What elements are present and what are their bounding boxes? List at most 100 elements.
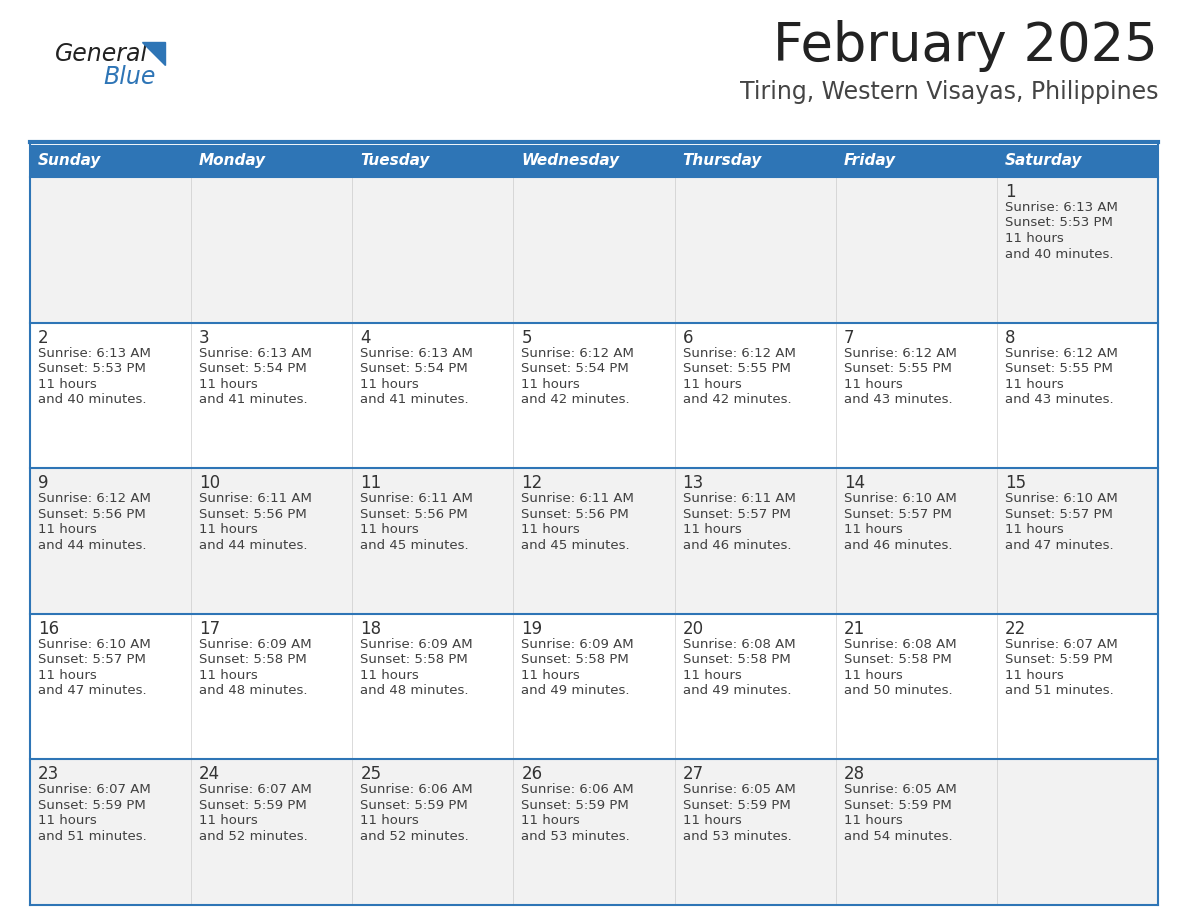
Bar bbox=[675, 322, 835, 468]
Text: 11 hours: 11 hours bbox=[38, 669, 96, 682]
Bar bbox=[835, 759, 997, 905]
Bar bbox=[513, 759, 675, 905]
Text: February 2025: February 2025 bbox=[773, 20, 1158, 72]
Text: 18: 18 bbox=[360, 620, 381, 638]
Text: Monday: Monday bbox=[200, 153, 266, 169]
Text: 9: 9 bbox=[38, 475, 49, 492]
Text: 11 hours: 11 hours bbox=[683, 377, 741, 390]
Text: Sunset: 5:59 PM: Sunset: 5:59 PM bbox=[360, 799, 468, 812]
Text: and 46 minutes.: and 46 minutes. bbox=[843, 539, 953, 552]
Text: and 51 minutes.: and 51 minutes. bbox=[38, 830, 147, 843]
Text: and 50 minutes.: and 50 minutes. bbox=[843, 684, 953, 698]
Bar bbox=[191, 322, 353, 468]
Text: and 41 minutes.: and 41 minutes. bbox=[360, 393, 469, 406]
Text: 11 hours: 11 hours bbox=[360, 814, 419, 827]
Text: Sunset: 5:59 PM: Sunset: 5:59 PM bbox=[522, 799, 630, 812]
Bar bbox=[353, 468, 513, 614]
Text: 11 hours: 11 hours bbox=[843, 523, 903, 536]
Text: 28: 28 bbox=[843, 766, 865, 783]
Text: Sunrise: 6:10 AM: Sunrise: 6:10 AM bbox=[1005, 492, 1118, 505]
Text: Saturday: Saturday bbox=[1005, 153, 1082, 169]
Text: 11 hours: 11 hours bbox=[38, 814, 96, 827]
Text: Sunrise: 6:06 AM: Sunrise: 6:06 AM bbox=[522, 783, 634, 797]
Text: 11 hours: 11 hours bbox=[38, 523, 96, 536]
Text: Sunset: 5:57 PM: Sunset: 5:57 PM bbox=[683, 508, 790, 521]
Text: 16: 16 bbox=[38, 620, 59, 638]
Bar bbox=[997, 759, 1158, 905]
Bar bbox=[513, 145, 675, 177]
Text: Sunset: 5:54 PM: Sunset: 5:54 PM bbox=[522, 362, 630, 375]
Bar bbox=[513, 322, 675, 468]
Text: and 42 minutes.: and 42 minutes. bbox=[683, 393, 791, 406]
Text: Sunset: 5:58 PM: Sunset: 5:58 PM bbox=[360, 654, 468, 666]
Text: 2: 2 bbox=[38, 329, 49, 347]
Text: 14: 14 bbox=[843, 475, 865, 492]
Bar bbox=[353, 759, 513, 905]
Text: 22: 22 bbox=[1005, 620, 1026, 638]
Text: Sunrise: 6:10 AM: Sunrise: 6:10 AM bbox=[38, 638, 151, 651]
Text: and 53 minutes.: and 53 minutes. bbox=[683, 830, 791, 843]
Bar bbox=[997, 468, 1158, 614]
Bar bbox=[997, 614, 1158, 759]
Text: 5: 5 bbox=[522, 329, 532, 347]
Bar bbox=[513, 177, 675, 322]
Text: General: General bbox=[55, 42, 148, 66]
Text: 10: 10 bbox=[200, 475, 220, 492]
Text: 11 hours: 11 hours bbox=[1005, 232, 1063, 245]
Text: Sunset: 5:57 PM: Sunset: 5:57 PM bbox=[38, 654, 146, 666]
Bar bbox=[835, 322, 997, 468]
Text: 11 hours: 11 hours bbox=[522, 377, 580, 390]
Text: 21: 21 bbox=[843, 620, 865, 638]
Text: 11 hours: 11 hours bbox=[843, 814, 903, 827]
Bar bbox=[513, 468, 675, 614]
Bar bbox=[191, 614, 353, 759]
Text: Sunrise: 6:12 AM: Sunrise: 6:12 AM bbox=[1005, 347, 1118, 360]
Text: Sunset: 5:56 PM: Sunset: 5:56 PM bbox=[522, 508, 630, 521]
Text: Sunset: 5:56 PM: Sunset: 5:56 PM bbox=[200, 508, 307, 521]
Text: Sunset: 5:59 PM: Sunset: 5:59 PM bbox=[683, 799, 790, 812]
Text: Sunrise: 6:12 AM: Sunrise: 6:12 AM bbox=[683, 347, 796, 360]
Text: Sunrise: 6:13 AM: Sunrise: 6:13 AM bbox=[1005, 201, 1118, 214]
Text: 3: 3 bbox=[200, 329, 210, 347]
Text: and 54 minutes.: and 54 minutes. bbox=[843, 830, 953, 843]
Text: 12: 12 bbox=[522, 475, 543, 492]
Text: 11 hours: 11 hours bbox=[1005, 523, 1063, 536]
Bar bbox=[30, 145, 191, 177]
Bar bbox=[191, 145, 353, 177]
Text: 11 hours: 11 hours bbox=[200, 523, 258, 536]
Bar bbox=[353, 145, 513, 177]
Bar bbox=[675, 145, 835, 177]
Bar bbox=[191, 759, 353, 905]
Text: Sunrise: 6:05 AM: Sunrise: 6:05 AM bbox=[683, 783, 795, 797]
Bar bbox=[997, 177, 1158, 322]
Text: Sunset: 5:59 PM: Sunset: 5:59 PM bbox=[38, 799, 146, 812]
Text: 15: 15 bbox=[1005, 475, 1026, 492]
Text: Sunset: 5:57 PM: Sunset: 5:57 PM bbox=[843, 508, 952, 521]
Text: Sunrise: 6:09 AM: Sunrise: 6:09 AM bbox=[360, 638, 473, 651]
Text: Sunrise: 6:05 AM: Sunrise: 6:05 AM bbox=[843, 783, 956, 797]
Bar bbox=[353, 322, 513, 468]
Text: and 48 minutes.: and 48 minutes. bbox=[200, 684, 308, 698]
Text: Sunrise: 6:12 AM: Sunrise: 6:12 AM bbox=[522, 347, 634, 360]
Text: 8: 8 bbox=[1005, 329, 1016, 347]
Bar bbox=[675, 759, 835, 905]
Bar bbox=[675, 614, 835, 759]
Text: and 47 minutes.: and 47 minutes. bbox=[38, 684, 146, 698]
Text: and 49 minutes.: and 49 minutes. bbox=[683, 684, 791, 698]
Bar bbox=[30, 468, 191, 614]
Bar bbox=[675, 177, 835, 322]
Bar bbox=[191, 177, 353, 322]
Text: and 47 minutes.: and 47 minutes. bbox=[1005, 539, 1113, 552]
Text: Sunrise: 6:09 AM: Sunrise: 6:09 AM bbox=[200, 638, 311, 651]
Text: 6: 6 bbox=[683, 329, 693, 347]
Text: Sunrise: 6:09 AM: Sunrise: 6:09 AM bbox=[522, 638, 634, 651]
Text: Sunset: 5:56 PM: Sunset: 5:56 PM bbox=[38, 508, 146, 521]
Text: and 48 minutes.: and 48 minutes. bbox=[360, 684, 469, 698]
Text: 11 hours: 11 hours bbox=[683, 814, 741, 827]
Text: 11 hours: 11 hours bbox=[360, 523, 419, 536]
Text: Sunrise: 6:07 AM: Sunrise: 6:07 AM bbox=[200, 783, 312, 797]
Text: 27: 27 bbox=[683, 766, 703, 783]
Text: and 42 minutes.: and 42 minutes. bbox=[522, 393, 630, 406]
Text: 11 hours: 11 hours bbox=[200, 814, 258, 827]
Text: 4: 4 bbox=[360, 329, 371, 347]
